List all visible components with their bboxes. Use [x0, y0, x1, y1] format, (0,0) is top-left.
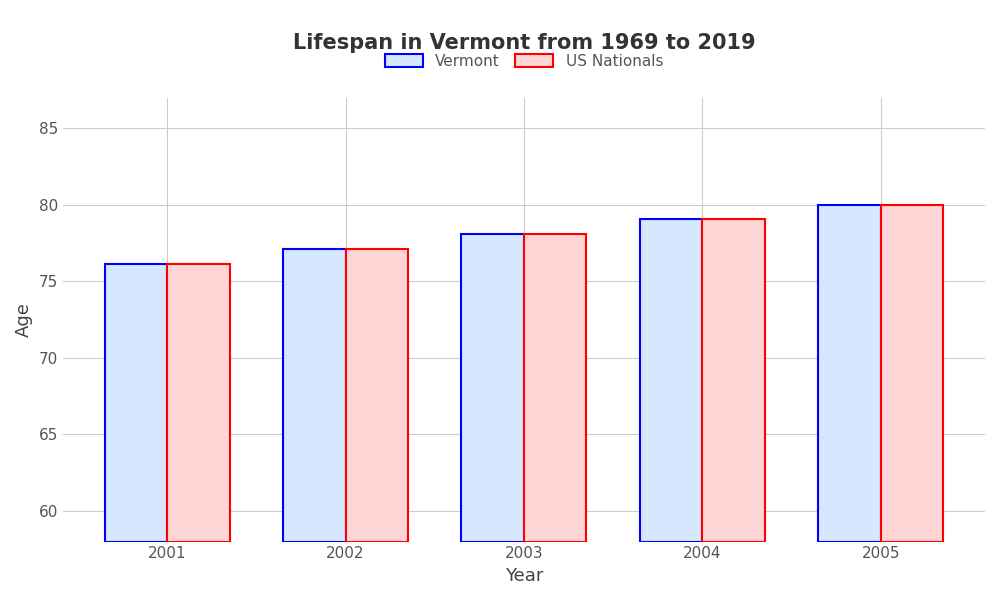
Bar [702, 218, 765, 542]
Bar [167, 265, 230, 542]
Bar [818, 205, 881, 542]
Bar [881, 205, 943, 542]
Bar [524, 234, 586, 542]
Bar [461, 234, 524, 542]
X-axis label: Year: Year [505, 567, 543, 585]
Legend: Vermont, US Nationals: Vermont, US Nationals [379, 47, 669, 75]
Bar [283, 249, 346, 542]
Bar [105, 265, 167, 542]
Title: Lifespan in Vermont from 1969 to 2019: Lifespan in Vermont from 1969 to 2019 [293, 33, 755, 53]
Bar [346, 249, 408, 542]
Y-axis label: Age: Age [15, 302, 33, 337]
Bar [640, 218, 702, 542]
